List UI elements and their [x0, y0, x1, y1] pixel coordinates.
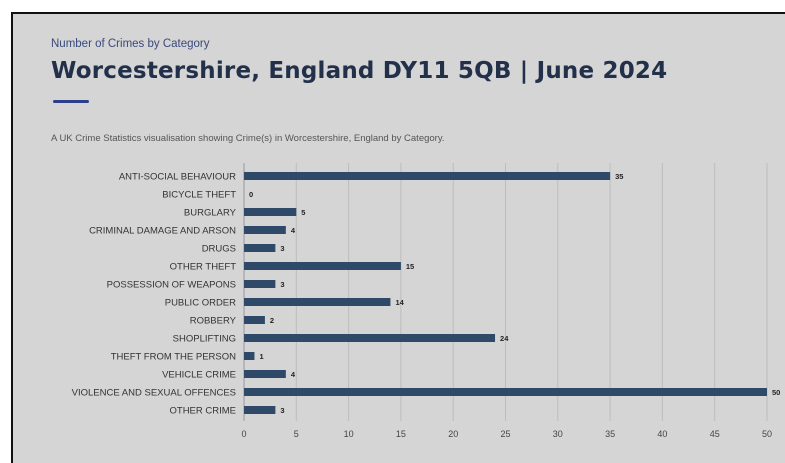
data-label: 2: [270, 316, 274, 325]
chart-panel: Number of Crimes by Category Worcestersh…: [11, 12, 785, 463]
x-tick-label: 5: [294, 429, 299, 439]
chart-subtitle: Number of Crimes by Category: [51, 38, 210, 50]
bar: [244, 262, 401, 270]
bar: [244, 244, 276, 252]
x-tick-label: 40: [657, 429, 667, 439]
data-label: 5: [301, 208, 305, 217]
data-label: 3: [280, 280, 284, 289]
x-tick-label: 10: [344, 429, 354, 439]
bar: [244, 334, 496, 342]
x-tick-label: 0: [241, 429, 246, 439]
category-label: THEFT FROM THE PERSON: [111, 352, 236, 363]
bar: [244, 370, 286, 378]
x-tick-label: 25: [500, 429, 510, 439]
data-label: 24: [500, 334, 509, 343]
bar: [244, 280, 276, 288]
data-label: 4: [291, 226, 296, 235]
category-label: OTHER THEFT: [170, 262, 237, 273]
data-label: 3: [280, 406, 284, 415]
category-label: BURGLARY: [184, 208, 237, 219]
bar: [244, 208, 297, 216]
category-label: VEHICLE CRIME: [162, 370, 236, 381]
category-label: VIOLENCE AND SEXUAL OFFENCES: [72, 388, 236, 399]
category-label: BICYCLE THEFT: [162, 190, 236, 201]
category-label: CRIMINAL DAMAGE AND ARSON: [89, 226, 236, 237]
x-tick-label: 50: [762, 429, 772, 439]
category-label: DRUGS: [202, 244, 236, 255]
x-tick-label: 30: [553, 429, 563, 439]
category-label: OTHER CRIME: [170, 406, 237, 417]
data-label: 35: [615, 172, 623, 181]
bar: [244, 406, 276, 414]
data-label: 3: [280, 244, 284, 253]
bar: [244, 352, 255, 360]
category-label: SHOPLIFTING: [173, 334, 236, 345]
bar: [244, 316, 265, 324]
title-accent-line: [53, 100, 89, 103]
x-tick-label: 45: [710, 429, 720, 439]
bar: [244, 388, 767, 396]
bar: [244, 172, 611, 180]
chart-description: A UK Crime Statistics visualisation show…: [51, 133, 445, 144]
category-label: PUBLIC ORDER: [165, 298, 236, 309]
data-label: 1: [259, 352, 263, 361]
x-tick-label: 20: [448, 429, 458, 439]
x-tick-label: 15: [396, 429, 406, 439]
data-label: 0: [249, 190, 253, 199]
data-label: 15: [406, 262, 414, 271]
data-label: 4: [291, 370, 296, 379]
category-label: ROBBERY: [190, 316, 237, 327]
data-label: 50: [772, 388, 780, 397]
category-label: ANTI-SOCIAL BEHAVIOUR: [119, 172, 236, 183]
bar: [244, 226, 286, 234]
x-tick-label: 35: [605, 429, 615, 439]
data-label: 14: [395, 298, 404, 307]
chart-title: Worcestershire, England DY11 5QB | June …: [51, 58, 668, 84]
category-label: POSSESSION OF WEAPONS: [107, 280, 236, 291]
bar: [244, 298, 391, 306]
